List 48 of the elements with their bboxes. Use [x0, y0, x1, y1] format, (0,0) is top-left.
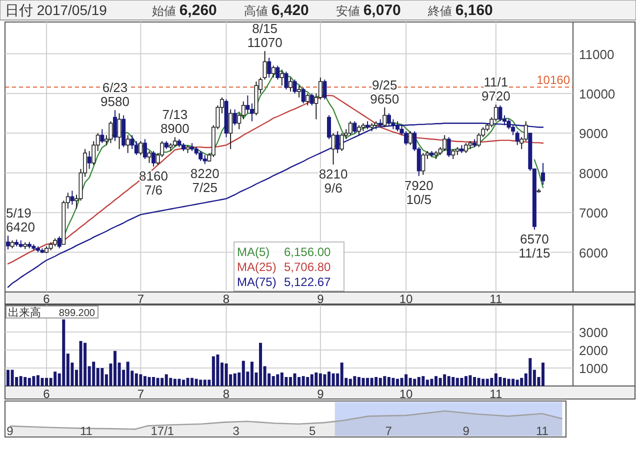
y-tick-label: 8000 — [579, 166, 608, 181]
x-tick-label: 9 — [317, 387, 324, 401]
title-box: 出来高 899.200 — [6, 306, 98, 319]
annotation: 8/15 11070 — [247, 20, 282, 50]
annotation: 8220 7/25 — [190, 166, 220, 196]
chart-title: 出来高 — [8, 306, 41, 319]
text: 終値 6,160 — [427, 2, 493, 19]
y-tick-label: 6000 — [579, 245, 608, 260]
x-tick-label: 7 — [137, 387, 144, 401]
ref-line-label: 10160 — [536, 73, 570, 88]
x-tick-label: 8 — [222, 387, 230, 401]
x-tick-label: 11 — [490, 292, 502, 306]
annotation: 5/19 6420 — [6, 206, 35, 235]
x-tick-label: 3 — [232, 424, 240, 438]
legend: MA(5) 6,156.00 MA(25) 5,706.80 MA(75) 5,122.67 — [234, 242, 344, 292]
x-tick-label: 7 — [137, 292, 144, 306]
y-tick-label: 11000 — [579, 46, 614, 62]
x-tick-label: 10 — [399, 387, 414, 401]
y-tick-label: 10000 — [579, 86, 616, 102]
x-tick-label: 5 — [309, 424, 316, 438]
x-tick-label: 7 — [385, 424, 392, 438]
y-tick-label: 9000 — [579, 126, 608, 142]
x-tick-label: 9 — [6, 424, 14, 438]
y-tick-label: 2000 — [579, 343, 608, 358]
y-tick-label: 1000 — [579, 361, 608, 376]
text: 始値 6,260 — [152, 2, 217, 19]
x-tick-label: 6 — [43, 387, 50, 401]
annotation: 6570 11/15 — [518, 232, 550, 261]
annotation: 7/13 8900 — [160, 107, 190, 136]
y-tick-label: 3000 — [579, 325, 608, 340]
x-tick-label: 11 — [536, 424, 549, 438]
chart-title: 日付 2017/05/19 — [5, 2, 108, 18]
x-tick-label: 9 — [317, 292, 324, 306]
x-tick-label: 17/1 — [150, 424, 174, 438]
x-tick-label: 11 — [80, 424, 93, 438]
x-tick-label: 11 — [490, 387, 502, 401]
annotation: 899.200 — [58, 308, 96, 319]
x-tick-label: 8 — [222, 292, 230, 306]
text: 安値 6,070 — [336, 2, 401, 19]
x-tick-label: 10 — [399, 292, 414, 306]
annotation: 7920 10/5 — [404, 178, 434, 208]
annotation: 8210 9/6 — [318, 166, 348, 196]
x-tick-label: 6 — [43, 292, 50, 306]
y-tick-label: 7000 — [579, 206, 608, 221]
annotation: 11/1 9720 — [481, 74, 510, 104]
annotation: 9/25 9650 — [370, 77, 400, 106]
x-tick-label: 9 — [462, 424, 470, 438]
text: 高値 6,420 — [244, 2, 309, 19]
